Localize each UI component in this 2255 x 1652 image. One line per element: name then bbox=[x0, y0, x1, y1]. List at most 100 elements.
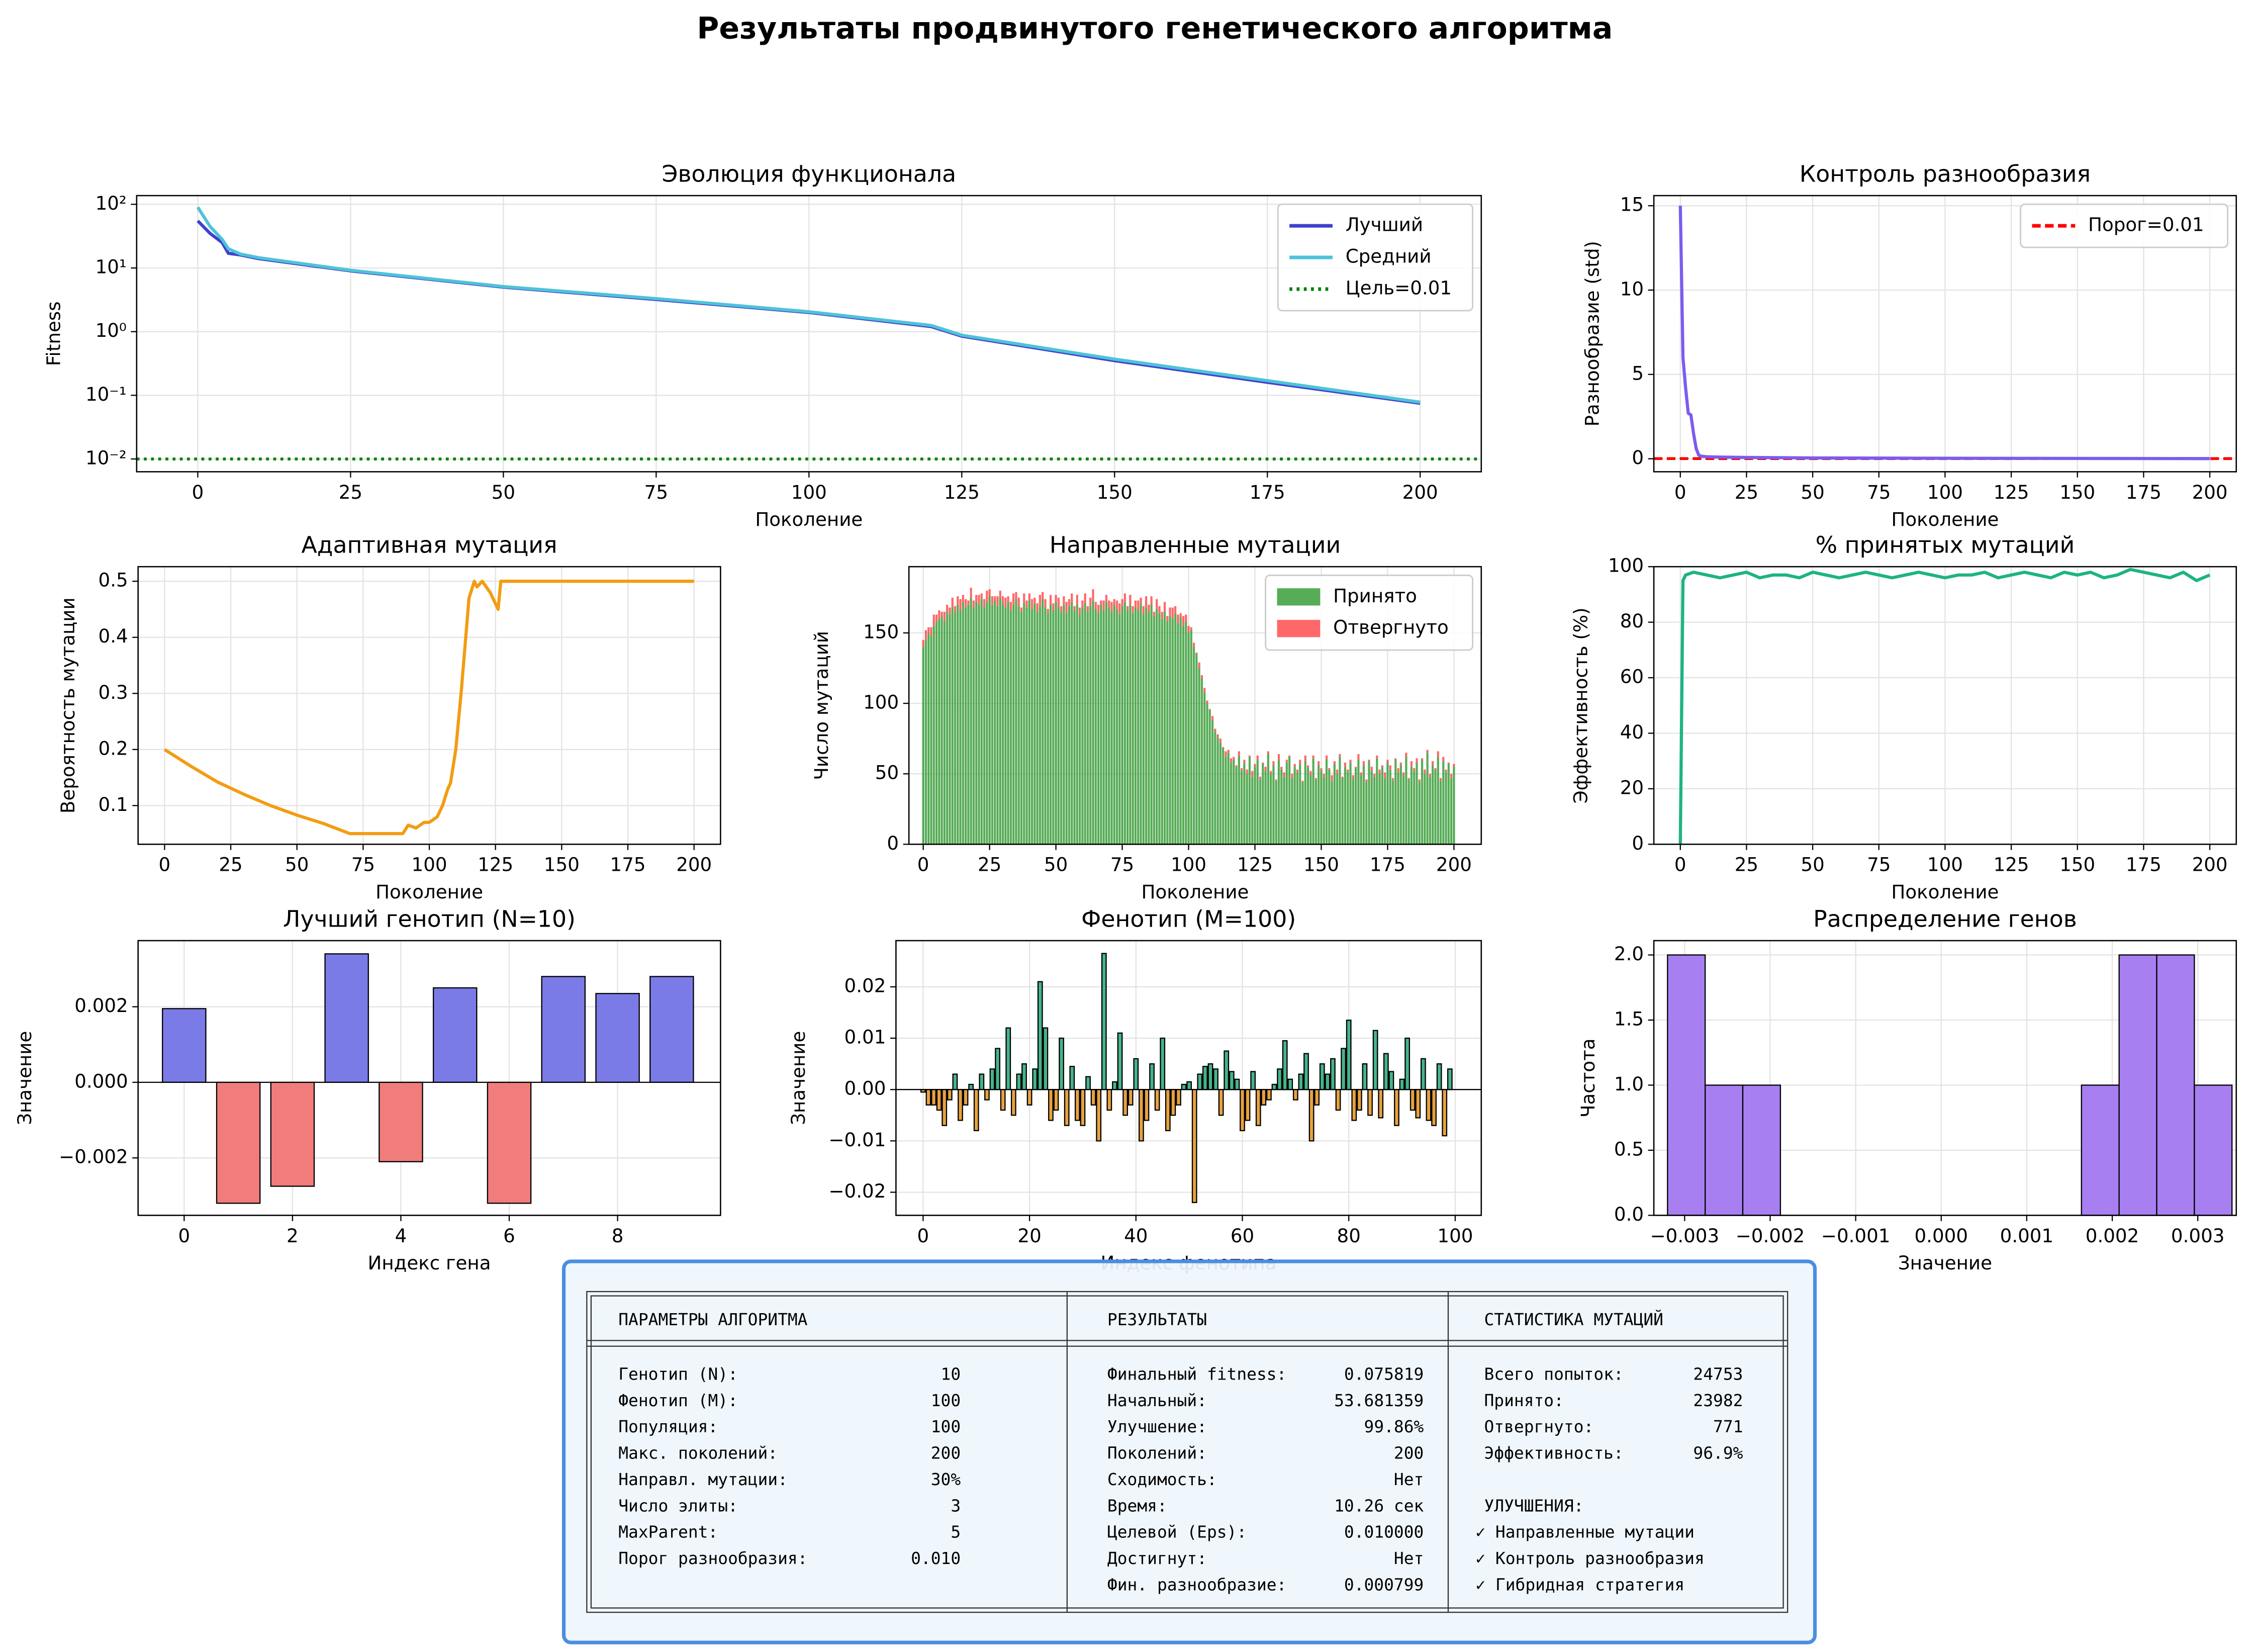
bar-segment bbox=[1161, 611, 1163, 619]
x-tick-label: 8 bbox=[612, 1225, 624, 1247]
bar-segment bbox=[1256, 760, 1259, 845]
bar bbox=[1250, 1071, 1256, 1090]
bar-segment bbox=[1145, 596, 1148, 608]
bar-segment bbox=[1299, 764, 1301, 845]
x-tick-label: 125 bbox=[1994, 481, 2029, 503]
bar-segment bbox=[1264, 771, 1267, 845]
param-value: 5 bbox=[951, 1522, 961, 1542]
x-tick-label: 200 bbox=[2192, 481, 2228, 503]
bar bbox=[1197, 1073, 1203, 1090]
x-tick-label: 100 bbox=[791, 481, 827, 503]
bar-segment bbox=[922, 639, 924, 647]
bar-segment bbox=[1020, 607, 1023, 612]
bar-segment bbox=[1445, 772, 1447, 845]
y-tick-label: −0.01 bbox=[828, 1129, 886, 1151]
bar-segment bbox=[1044, 607, 1047, 845]
bar-segment bbox=[1227, 750, 1230, 753]
bar-segment bbox=[1089, 597, 1092, 606]
bar bbox=[1410, 1089, 1416, 1111]
y-tick-label: 5 bbox=[1632, 362, 1644, 384]
y-tick-label: 80 bbox=[1620, 610, 1644, 632]
param-value: Нет bbox=[1394, 1470, 1424, 1489]
chart-title: % принятых мутаций bbox=[1816, 532, 2075, 559]
bar-segment bbox=[1123, 593, 1126, 602]
bar-segment bbox=[1195, 653, 1198, 654]
improvement-item: ✓ Гибридная стратегия bbox=[1475, 1575, 1684, 1594]
bar-segment bbox=[1108, 600, 1110, 608]
bar-segment bbox=[1318, 761, 1320, 766]
bar bbox=[1255, 1089, 1261, 1126]
bar bbox=[1026, 1089, 1032, 1106]
bar-segment bbox=[1161, 618, 1163, 845]
bar bbox=[1043, 1027, 1049, 1090]
bar-segment bbox=[962, 595, 964, 602]
param-label: Поколений: bbox=[1107, 1443, 1207, 1463]
x-tick-label: 75 bbox=[351, 854, 375, 876]
bar-segment bbox=[1182, 625, 1185, 845]
bar bbox=[1277, 1068, 1282, 1090]
plot-frame bbox=[1653, 566, 2237, 845]
bar-segment bbox=[1240, 768, 1243, 771]
bar-segment bbox=[1004, 607, 1007, 845]
bar-segment bbox=[1049, 604, 1052, 845]
bar-segment bbox=[1442, 761, 1445, 845]
bar-segment bbox=[1293, 764, 1296, 767]
x-tick-label: 100 bbox=[1927, 481, 1963, 503]
bar-segment bbox=[1434, 769, 1437, 845]
x-tick-label: 125 bbox=[1237, 854, 1273, 876]
bar-segment bbox=[930, 635, 932, 845]
bar-segment bbox=[1259, 776, 1262, 780]
bar-segment bbox=[935, 621, 938, 845]
bar-segment bbox=[1413, 768, 1416, 771]
bar-segment bbox=[1025, 607, 1028, 845]
bar bbox=[1415, 1089, 1421, 1119]
info-frame bbox=[561, 1259, 1817, 1644]
bar-segment bbox=[954, 606, 957, 612]
param-label: Сходимость: bbox=[1107, 1470, 1217, 1489]
bar-segment bbox=[1418, 782, 1421, 845]
x-tick-label: −0.003 bbox=[1650, 1225, 1720, 1247]
y-tick-label: 0.0 bbox=[1614, 1203, 1644, 1225]
bar bbox=[1191, 1089, 1197, 1204]
x-tick-label: 40 bbox=[1124, 1225, 1148, 1247]
y-tick-label: 0.000 bbox=[74, 1070, 128, 1092]
bar-segment bbox=[1208, 710, 1211, 845]
bar bbox=[1032, 1068, 1038, 1090]
bar-segment bbox=[1153, 616, 1156, 845]
x-tick-label: 0 bbox=[159, 854, 171, 876]
bar bbox=[1362, 1063, 1368, 1090]
bar-segment bbox=[1195, 654, 1198, 845]
bar-segment bbox=[924, 639, 927, 845]
bar bbox=[1139, 1089, 1144, 1142]
bar-segment bbox=[1078, 607, 1081, 615]
bar bbox=[1378, 1089, 1384, 1119]
bar-segment bbox=[1200, 675, 1203, 678]
param-value: 100 bbox=[931, 1417, 961, 1436]
bar-segment bbox=[1092, 589, 1094, 601]
bar-segment bbox=[1442, 757, 1445, 761]
x-tick-label: 0 bbox=[1674, 854, 1686, 876]
bar-segment bbox=[1254, 764, 1256, 767]
bar-segment bbox=[1354, 767, 1357, 768]
bar-segment bbox=[1397, 772, 1399, 845]
histogram-bar bbox=[2156, 954, 2195, 1216]
bar-segment bbox=[980, 593, 983, 599]
bar-segment bbox=[1394, 760, 1397, 845]
bar-segment bbox=[1225, 751, 1227, 757]
bar-segment bbox=[1259, 779, 1262, 845]
bar-segment bbox=[994, 600, 996, 845]
bar bbox=[1021, 1063, 1027, 1090]
x-tick-label: 175 bbox=[2126, 854, 2162, 876]
x-tick-label: 75 bbox=[1867, 854, 1891, 876]
bar-segment bbox=[1055, 595, 1057, 602]
x-tick-label: 150 bbox=[1303, 854, 1339, 876]
bar-segment bbox=[983, 607, 986, 845]
bar-segment bbox=[1219, 743, 1222, 845]
bar-segment bbox=[1399, 765, 1402, 845]
bar-segment bbox=[1384, 772, 1386, 778]
bar bbox=[1096, 1089, 1102, 1142]
bar-segment bbox=[1240, 771, 1243, 845]
bar-segment bbox=[1312, 755, 1314, 759]
subheading: УЛУЧШЕНИЯ: bbox=[1484, 1496, 1583, 1515]
